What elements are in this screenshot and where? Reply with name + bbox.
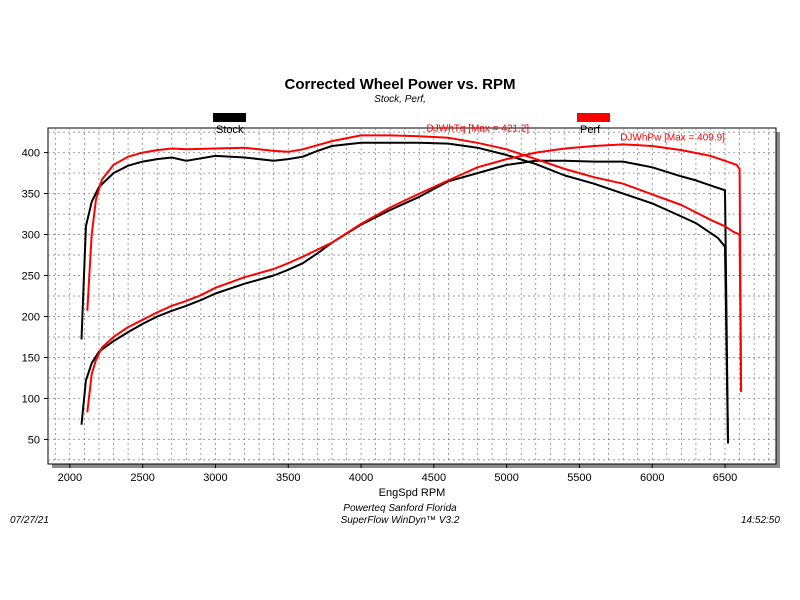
x-tick-label: 4500 (422, 472, 446, 484)
y-tick-label: 100 (22, 393, 40, 405)
annotations: DJWhTq [Max = 421.2] DJWhPw [Max = 409.9] (427, 123, 726, 143)
footer-time: 14:52:50 (741, 515, 780, 526)
x-tick-label: 6000 (640, 472, 664, 484)
legend-swatch-perf (577, 113, 610, 122)
x-axis-label: EngSpd RPM (379, 487, 446, 499)
y-tick-label: 350 (22, 189, 40, 201)
annotation-label: DJWhPw [Max = 409.9] (620, 132, 725, 143)
legend-label-perf: Perf (580, 124, 601, 136)
x-tick-label: 3500 (276, 472, 300, 484)
series-line-stock-djwhtq (80, 141, 729, 444)
series-line-perf-djwhtq (86, 134, 743, 392)
y-tick-label: 50 (28, 434, 40, 446)
x-tick-label: 5000 (494, 472, 518, 484)
x-tick-label: 5500 (567, 472, 591, 484)
x-tick-label: 6500 (713, 472, 737, 484)
y-tick-label: 400 (22, 148, 40, 160)
chart-title: Corrected Wheel Power vs. RPM (284, 76, 516, 93)
annotation-label: DJWhTq [Max = 421.2] (427, 123, 530, 134)
y-tick-labels: 50 100 150 200 250 300 350 400 (22, 148, 48, 446)
x-tick-label: 3000 (203, 472, 227, 484)
y-tick-label: 250 (22, 271, 40, 283)
series-line-stock-djwhpw (80, 159, 729, 444)
series-line-perf-djwhpw (86, 143, 743, 413)
series-group (80, 134, 743, 444)
legend-swatch-stock (213, 113, 246, 122)
grid-lines (48, 128, 776, 464)
x-tick-label: 4000 (349, 472, 373, 484)
legend-label-stock: Stock (216, 124, 244, 136)
y-tick-label: 150 (22, 352, 40, 364)
chart-subtitle: Stock, Perf, (374, 94, 426, 105)
x-tick-labels: 2000 2500 3000 3500 4000 4500 5000 5500 6000 6500 (58, 464, 737, 484)
footer-location: Powerteq Sanford Florida (343, 503, 457, 514)
y-tick-label: 200 (22, 311, 40, 323)
footer-date: 07/27/21 (10, 515, 49, 526)
x-tick-label: 2500 (130, 472, 154, 484)
x-tick-label: 2000 (58, 472, 82, 484)
y-tick-label: 300 (22, 230, 40, 242)
footer-software: SuperFlow WinDyn™ V3.2 (340, 515, 460, 526)
